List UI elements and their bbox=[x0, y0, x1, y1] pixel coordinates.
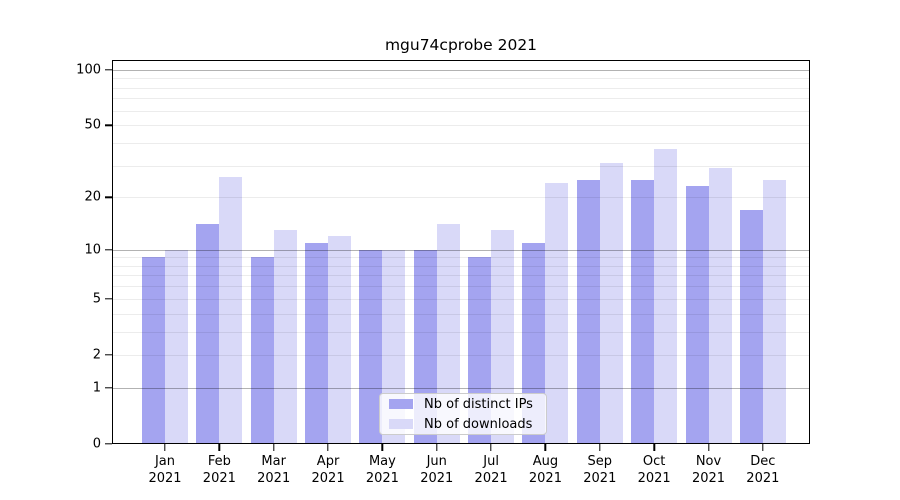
legend-swatch-downloads bbox=[389, 419, 413, 429]
gridline-7 bbox=[112, 275, 810, 277]
y-tick-label-20: 20 bbox=[84, 189, 101, 205]
bar-downloads-nov bbox=[708, 168, 732, 444]
gridline-1 bbox=[112, 387, 810, 389]
gridline-6 bbox=[112, 286, 810, 288]
bar-downloads-oct bbox=[654, 149, 678, 444]
x-tick-mark-mar bbox=[272, 444, 275, 451]
bar-distinct-ips-dec bbox=[739, 209, 763, 444]
gridline-90 bbox=[112, 78, 810, 80]
gridline-40 bbox=[112, 142, 810, 144]
gridline-9 bbox=[112, 257, 810, 259]
bar-distinct-ips-jan bbox=[142, 257, 165, 444]
gridline-8 bbox=[112, 265, 810, 267]
y-tick-label-1: 1 bbox=[92, 380, 101, 396]
gridline-100 bbox=[112, 69, 810, 71]
x-tick-mark-nov bbox=[707, 444, 710, 451]
x-tick-label-jul: Jul 2021 bbox=[474, 454, 508, 486]
x-tick-label-dec: Dec 2021 bbox=[746, 454, 780, 486]
gridline-4 bbox=[112, 313, 810, 315]
gridline-2 bbox=[112, 354, 810, 356]
legend-label-distinct-ips: Nb of distinct IPs bbox=[424, 396, 533, 412]
gridline-5 bbox=[112, 298, 810, 300]
x-tick-label-sep: Sep 2021 bbox=[583, 454, 617, 486]
x-tick-label-jun: Jun 2021 bbox=[420, 454, 454, 486]
x-tick-mark-feb bbox=[218, 444, 221, 451]
x-tick-label-aug: Aug 2021 bbox=[528, 454, 562, 486]
gridline-30 bbox=[112, 165, 810, 167]
bar-downloads-feb bbox=[219, 176, 243, 444]
legend: Nb of distinct IPs Nb of downloads bbox=[379, 393, 547, 435]
legend-item-distinct-ips: Nb of distinct IPs bbox=[389, 397, 537, 412]
gridline-20 bbox=[112, 197, 810, 199]
x-tick-label-apr: Apr 2021 bbox=[311, 454, 345, 486]
gridline-60 bbox=[112, 110, 810, 112]
bar-distinct-ips-apr bbox=[305, 242, 329, 444]
plot-area-spines bbox=[112, 60, 810, 444]
x-tick-mark-aug bbox=[544, 444, 547, 451]
bar-distinct-ips-nov bbox=[685, 186, 709, 444]
x-tick-mark-oct bbox=[653, 444, 655, 451]
gridline-3 bbox=[112, 331, 810, 333]
y-tick-mark-2 bbox=[105, 354, 112, 356]
x-tick-mark-jan bbox=[164, 444, 166, 451]
y-tick-mark-5 bbox=[105, 298, 112, 300]
x-tick-mark-sep bbox=[599, 444, 601, 451]
bar-distinct-ips-mar bbox=[250, 257, 274, 444]
y-tick-label-2: 2 bbox=[92, 347, 101, 363]
x-tick-mark-apr bbox=[327, 444, 329, 451]
bar-downloads-jan bbox=[165, 249, 188, 444]
x-tick-label-feb: Feb 2021 bbox=[202, 454, 236, 486]
bar-downloads-dec bbox=[762, 179, 786, 444]
y-tick-label-5: 5 bbox=[92, 291, 101, 307]
bar-downloads-sep bbox=[599, 163, 623, 444]
bar-distinct-ips-sep bbox=[576, 179, 600, 444]
x-tick-mark-dec bbox=[762, 444, 764, 451]
y-tick-mark-1 bbox=[105, 387, 112, 389]
y-tick-label-100: 100 bbox=[76, 62, 101, 78]
gridline-50 bbox=[112, 125, 810, 127]
y-tick-label-50: 50 bbox=[84, 117, 101, 133]
y-tick-label-10: 10 bbox=[84, 242, 101, 258]
chart-title: mgu74cprobe 2021 bbox=[384, 36, 538, 54]
x-tick-mark-may bbox=[381, 444, 384, 451]
bar-distinct-ips-feb bbox=[196, 224, 220, 444]
y-tick-mark-10 bbox=[105, 248, 112, 251]
x-tick-label-may: May 2021 bbox=[365, 454, 399, 486]
x-tick-label-mar: Mar 2021 bbox=[257, 454, 291, 486]
y-tick-mark-20 bbox=[105, 196, 112, 198]
gridline-80 bbox=[112, 87, 810, 89]
x-tick-label-oct: Oct 2021 bbox=[637, 454, 671, 486]
y-tick-label-0: 0 bbox=[92, 436, 101, 452]
x-tick-label-jan: Jan 2021 bbox=[148, 454, 182, 486]
bar-downloads-apr bbox=[328, 236, 352, 444]
legend-swatch-distinct-ips bbox=[389, 399, 413, 409]
gridline-70 bbox=[112, 98, 810, 100]
x-tick-mark-jun bbox=[436, 444, 438, 451]
gridline-10 bbox=[112, 249, 810, 251]
legend-label-downloads: Nb of downloads bbox=[424, 416, 533, 432]
legend-item-downloads: Nb of downloads bbox=[389, 417, 537, 432]
bar-distinct-ips-oct bbox=[631, 179, 655, 444]
bar-downloads-aug bbox=[545, 183, 569, 444]
y-tick-mark-50 bbox=[105, 124, 112, 126]
x-tick-mark-jul bbox=[490, 444, 492, 451]
bar-downloads-mar bbox=[273, 230, 297, 444]
x-tick-label-nov: Nov 2021 bbox=[691, 454, 726, 486]
y-tick-mark-100 bbox=[105, 69, 112, 71]
y-tick-mark-0 bbox=[105, 443, 112, 445]
